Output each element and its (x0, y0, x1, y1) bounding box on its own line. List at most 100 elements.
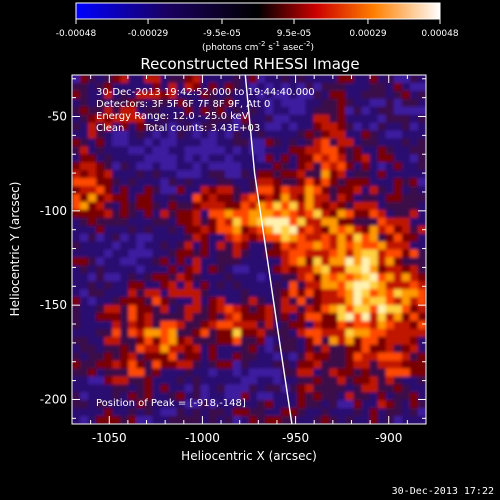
heatmap-cell (80, 201, 89, 211)
heatmap-cell (321, 162, 331, 171)
heatmap-cell (361, 257, 371, 266)
heatmap-cell (168, 138, 178, 147)
heatmap-cell (393, 122, 403, 132)
heatmap-cell (136, 265, 146, 274)
heatmap-cell (369, 368, 379, 378)
heatmap-cell (393, 98, 403, 108)
heatmap-cell (72, 217, 81, 227)
heatmap-cell (257, 328, 266, 338)
heatmap-cell (208, 186, 218, 195)
heatmap-cell (393, 178, 403, 187)
heatmap-cell (329, 130, 339, 140)
heatmap-cell (337, 336, 347, 346)
heatmap-cell (417, 265, 426, 274)
heatmap-cell (80, 106, 89, 116)
heatmap-cell (208, 368, 218, 378)
heatmap-cell (168, 154, 178, 163)
heatmap-cell (321, 376, 331, 385)
heatmap-cell (393, 146, 403, 155)
heatmap-cell (200, 328, 210, 338)
heatmap-cell (120, 376, 129, 385)
heatmap-cell (409, 170, 419, 179)
heatmap-cell (152, 344, 162, 354)
heatmap-cell (224, 352, 234, 362)
heatmap-cell (88, 178, 97, 187)
heatmap-cell (120, 360, 129, 370)
heatmap-cell (377, 186, 387, 195)
heatmap-cell (353, 289, 363, 298)
y-tick-label: -200 (40, 392, 67, 406)
heatmap-cell (305, 416, 314, 424)
heatmap-cell (112, 281, 121, 290)
heatmap-cell (224, 281, 234, 290)
heatmap-cell (160, 297, 170, 306)
heatmap-cell (329, 384, 339, 393)
heatmap-cell (353, 162, 363, 171)
heatmap-cell (240, 336, 250, 346)
heatmap-cell (224, 328, 234, 338)
heatmap-cell (224, 193, 234, 203)
colorbar-ticks: -0.00048 -0.00029 -9.5e-05 9.5e-05 0.00029 0.… (56, 19, 459, 39)
heatmap-cell (88, 122, 97, 132)
heatmap-cell (305, 178, 314, 187)
heatmap-cell (152, 273, 162, 282)
heatmap-cell (409, 320, 419, 330)
heatmap-cell (289, 106, 298, 116)
heatmap-cell (160, 257, 170, 266)
heatmap-cell (96, 376, 105, 385)
heatmap-cell (329, 193, 339, 203)
heatmap-cell (200, 154, 210, 163)
heatmap-cell (385, 289, 395, 298)
heatmap-cell (329, 162, 339, 171)
heatmap-cell (96, 257, 105, 266)
heatmap-cell (216, 273, 226, 282)
heatmap-cell (329, 154, 339, 163)
heatmap-cell (361, 225, 371, 235)
heatmap-cell (337, 122, 347, 132)
heatmap-cell (240, 241, 250, 251)
heatmap-cell (192, 352, 202, 362)
heatmap-cell (265, 170, 274, 179)
heatmap-cell (96, 75, 105, 84)
heatmap-cell (192, 320, 202, 330)
heatmap-cell (168, 416, 178, 424)
heatmap-cell (337, 233, 347, 243)
heatmap-cell (208, 82, 218, 92)
heatmap-cell (80, 122, 89, 132)
heatmap-cell (216, 249, 226, 259)
heatmap-cell (417, 82, 426, 92)
heatmap-cell (232, 82, 242, 92)
heatmap-cell (393, 170, 403, 179)
heatmap-cell (192, 289, 202, 298)
heatmap-cell (152, 162, 162, 171)
heatmap-cell (369, 376, 379, 385)
heatmap-cell (128, 114, 137, 124)
heatmap-cell (160, 98, 170, 108)
heatmap-cell (208, 178, 218, 187)
heatmap-cell (385, 360, 395, 370)
heatmap-cell (249, 289, 258, 298)
heatmap-cell (393, 273, 403, 282)
heatmap-cell (224, 209, 234, 219)
heatmap-cell (80, 289, 89, 298)
heatmap-cell (208, 138, 218, 147)
heatmap-cell (136, 384, 146, 393)
heatmap-cell (361, 312, 371, 322)
heatmap-cell (337, 154, 347, 163)
heatmap-cell (265, 82, 274, 92)
heatmap-cell (289, 209, 298, 219)
heatmap-cell (409, 305, 419, 314)
heatmap-cell (160, 193, 170, 203)
heatmap-cell (401, 392, 411, 401)
heatmap-cell (289, 265, 298, 274)
heatmap-cell (176, 138, 186, 147)
heatmap-cell (345, 320, 355, 330)
heatmap-cell (200, 170, 210, 179)
heatmap-cell (184, 122, 194, 132)
heatmap-cell (345, 376, 355, 385)
heatmap-cell (208, 257, 218, 266)
heatmap-cell (337, 90, 347, 100)
heatmap-cell (313, 130, 323, 140)
heatmap-cell (369, 360, 379, 370)
